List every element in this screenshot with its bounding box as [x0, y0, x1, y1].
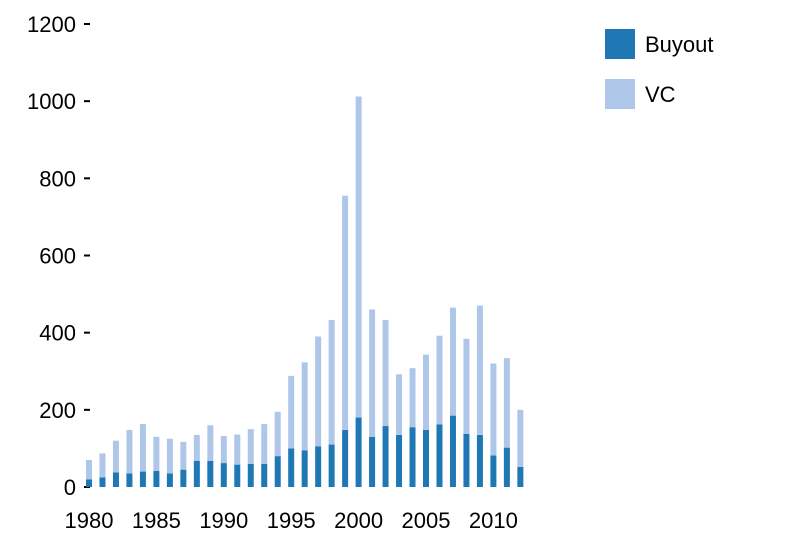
bar-buyout-1995 [288, 448, 295, 487]
x-tick-label: 1980 [65, 508, 114, 533]
bar-buyout-1985 [153, 470, 160, 487]
bars [86, 96, 524, 487]
bar-vc-2010 [490, 363, 497, 456]
x-tick-label: 2000 [334, 508, 383, 533]
bar-vc-1992 [247, 429, 254, 464]
y-axis: 0 200 400 600 800 1000 1200 [27, 12, 90, 500]
bar-buyout-1988 [193, 460, 200, 487]
bar-vc-2002 [382, 319, 389, 427]
bar-vc-1993 [261, 424, 268, 464]
legend: Buyout VC [605, 29, 714, 109]
bar-buyout-2003 [396, 434, 403, 487]
x-tick-label: 1990 [199, 508, 248, 533]
bar-vc-1994 [274, 411, 281, 457]
bar-buyout-1991 [234, 464, 241, 487]
legend-label-buyout: Buyout [645, 32, 714, 57]
bar-buyout-2005 [423, 429, 429, 487]
y-tick-label: 1000 [27, 89, 76, 114]
bar-buyout-1982 [112, 472, 119, 487]
x-axis: 1980 1985 1990 1995 2000 2005 2010 [65, 508, 518, 533]
x-tick-label: 1985 [132, 508, 181, 533]
x-tick-label: 2005 [402, 508, 451, 533]
bar-vc-1987 [180, 441, 187, 470]
legend-swatch-buyout [605, 29, 635, 59]
bar-vc-1985 [153, 436, 160, 471]
bar-vc-2008 [463, 338, 470, 434]
bar-vc-2005 [423, 354, 429, 430]
bar-buyout-2008 [463, 433, 470, 487]
bar-buyout-2001 [369, 436, 376, 487]
bar-buyout-1994 [274, 456, 281, 487]
bar-vc-1988 [193, 434, 200, 461]
bar-vc-1991 [234, 434, 241, 465]
bar-buyout-2006 [436, 424, 443, 487]
bar-vc-1983 [126, 429, 133, 474]
bar-buyout-1993 [261, 463, 268, 487]
bar-vc-2000 [355, 96, 362, 418]
bar-vc-1984 [139, 424, 146, 472]
bar-buyout-2002 [382, 426, 389, 487]
bar-buyout-2012 [517, 466, 524, 487]
bar-buyout-2009 [476, 434, 483, 487]
bar-buyout-1996 [301, 450, 308, 487]
bar-vc-1996 [301, 362, 308, 451]
bar-vc-1998 [328, 319, 335, 445]
bar-vc-1980 [86, 459, 92, 480]
bar-vc-2012 [517, 409, 524, 467]
bar-buyout-1990 [220, 463, 227, 487]
bar-buyout-1980 [86, 479, 92, 487]
legend-label-vc: VC [645, 82, 676, 107]
bar-buyout-1983 [126, 473, 133, 487]
bar-vc-2007 [449, 307, 456, 416]
bar-vc-1989 [207, 425, 214, 461]
bar-buyout-1999 [342, 429, 349, 487]
y-tick-label: 600 [39, 244, 76, 269]
bar-buyout-1984 [139, 471, 146, 487]
bar-vc-1982 [112, 440, 119, 473]
y-tick-label: 1200 [27, 12, 76, 37]
bar-vc-1995 [288, 375, 295, 449]
bar-buyout-2010 [490, 455, 497, 487]
y-tick-label: 400 [39, 321, 76, 346]
bar-vc-1990 [220, 436, 227, 464]
bar-vc-2009 [476, 305, 483, 435]
bar-vc-1999 [342, 195, 349, 430]
bar-vc-1986 [166, 438, 173, 474]
bar-buyout-1986 [166, 473, 173, 487]
bar-buyout-1987 [180, 469, 187, 487]
bar-buyout-1997 [315, 446, 322, 487]
bar-vc-2006 [436, 335, 443, 425]
bar-buyout-2004 [409, 427, 416, 487]
bar-vc-2001 [369, 309, 376, 437]
x-tick-label: 1995 [267, 508, 316, 533]
bar-vc-2011 [503, 358, 510, 448]
bar-vc-2003 [396, 374, 403, 435]
bar-buyout-1981 [99, 477, 106, 487]
bar-buyout-2007 [449, 415, 456, 487]
bar-buyout-1992 [247, 463, 254, 487]
y-tick-label: 200 [39, 398, 76, 423]
bar-buyout-1998 [328, 444, 335, 487]
bar-buyout-2000 [355, 417, 362, 487]
legend-swatch-vc [605, 79, 635, 109]
bar-buyout-1989 [207, 460, 214, 487]
bar-vc-2004 [409, 368, 416, 428]
x-tick-label: 2010 [469, 508, 518, 533]
y-tick-label: 0 [64, 475, 76, 500]
y-tick-label: 800 [39, 166, 76, 191]
bar-vc-1981 [99, 453, 106, 478]
bar-buyout-2011 [503, 447, 510, 487]
bar-vc-1997 [315, 336, 322, 447]
